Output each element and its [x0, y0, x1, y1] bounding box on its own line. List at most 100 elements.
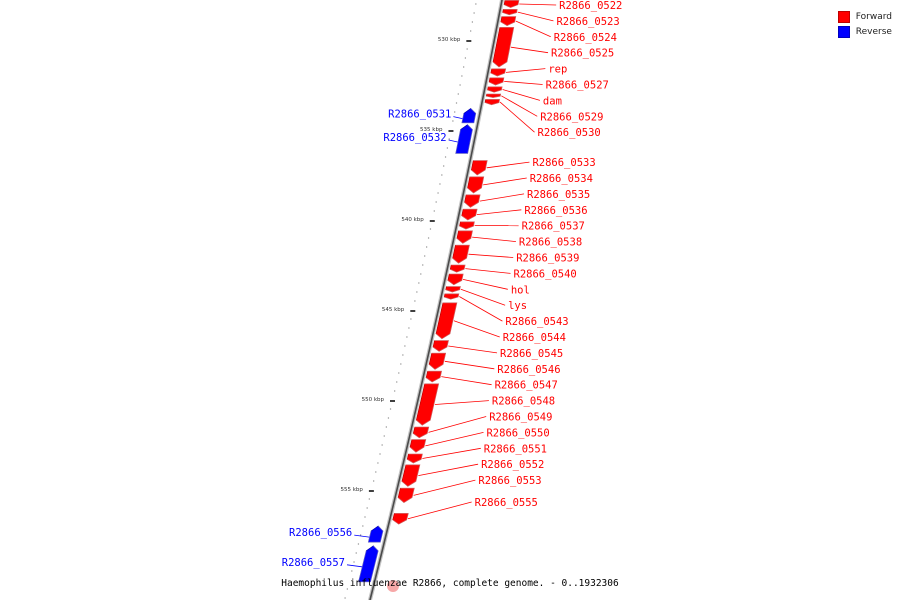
gene-feature[interactable]	[401, 464, 421, 487]
gene-arrow[interactable]	[455, 124, 473, 154]
gene-label[interactable]: R2866_0549	[489, 412, 552, 424]
gene-feature[interactable]	[502, 8, 518, 16]
gene-label[interactable]: R2866_0556	[289, 527, 352, 539]
gene-arrow[interactable]	[487, 86, 503, 93]
gene-label[interactable]: R2866_0535	[527, 189, 590, 201]
gene-arrow[interactable]	[461, 108, 477, 124]
gene-feature[interactable]	[464, 194, 481, 208]
gene-feature[interactable]	[456, 230, 473, 244]
gene-feature[interactable]	[452, 244, 470, 264]
gene-arrow[interactable]	[449, 264, 466, 273]
gene-arrow[interactable]	[459, 221, 475, 230]
gene-label[interactable]: R2866_0543	[505, 316, 568, 328]
gene-label[interactable]: R2866_0537	[522, 221, 585, 233]
gene-arrow[interactable]	[502, 9, 518, 16]
gene-arrow[interactable]	[485, 93, 502, 98]
gene-label[interactable]: lys	[508, 300, 527, 312]
gene-feature[interactable]	[367, 525, 384, 543]
gene-arrow[interactable]	[461, 208, 478, 221]
gene-feature[interactable]	[447, 273, 464, 286]
gene-feature[interactable]	[492, 26, 515, 68]
gene-feature[interactable]	[415, 383, 440, 426]
gene-arrow[interactable]	[415, 383, 440, 426]
gene-arrow[interactable]	[392, 513, 409, 525]
gene-label[interactable]: R2866_0529	[540, 111, 603, 123]
gene-label[interactable]: R2866_0524	[554, 32, 617, 44]
gene-arrow[interactable]	[445, 286, 461, 293]
gene-feature[interactable]	[449, 264, 466, 273]
gene-label[interactable]: R2866_0531	[388, 109, 451, 121]
gene-arrow[interactable]	[409, 439, 427, 453]
gene-arrow[interactable]	[503, 0, 520, 8]
gene-arrow[interactable]	[412, 426, 430, 439]
gene-feature[interactable]	[443, 293, 460, 300]
gene-label[interactable]: R2866_0557	[282, 557, 345, 569]
gene-arrow[interactable]	[500, 16, 517, 26]
gene-feature[interactable]	[490, 68, 507, 77]
gene-feature[interactable]	[357, 545, 379, 583]
gene-label-layer[interactable]: R2866_0522 R2866_0523 R2866_0524 R2866_0525…	[282, 0, 623, 569]
gene-arrow[interactable]	[464, 194, 481, 208]
gene-feature[interactable]	[432, 340, 450, 352]
gene-feature[interactable]	[435, 302, 458, 340]
gene-feature[interactable]	[461, 108, 477, 124]
gene-label[interactable]: R2866_0527	[546, 80, 609, 92]
gene-feature[interactable]	[467, 176, 485, 194]
gene-feature[interactable]	[445, 286, 461, 293]
gene-label[interactable]: R2866_0536	[524, 205, 587, 217]
gene-feature[interactable]	[459, 221, 475, 230]
gene-feature[interactable]	[428, 352, 447, 370]
gene-feature-layer[interactable]	[357, 0, 520, 592]
gene-label[interactable]: R2866_0546	[497, 364, 560, 376]
gene-feature[interactable]	[500, 16, 517, 27]
gene-feature[interactable]	[406, 453, 423, 464]
gene-arrow[interactable]	[443, 293, 460, 300]
gene-label[interactable]: R2866_0545	[500, 348, 563, 360]
gene-arrow[interactable]	[425, 370, 442, 383]
gene-label[interactable]: R2866_0540	[514, 268, 577, 280]
gene-label[interactable]: dam	[543, 95, 562, 107]
gene-arrow[interactable]	[492, 27, 515, 68]
gene-label[interactable]: R2866_0533	[532, 157, 595, 169]
gene-arrow[interactable]	[456, 230, 473, 244]
gene-arrow[interactable]	[484, 99, 500, 106]
gene-label[interactable]: R2866_0551	[484, 443, 547, 455]
gene-label[interactable]: R2866_0538	[519, 237, 582, 249]
gene-arrow[interactable]	[406, 453, 423, 464]
gene-feature[interactable]	[485, 93, 502, 99]
gene-label[interactable]: R2866_0553	[478, 475, 541, 487]
gene-arrow[interactable]	[435, 302, 458, 340]
gene-arrow[interactable]	[488, 77, 505, 86]
gene-label[interactable]: R2866_0555	[475, 497, 538, 509]
gene-label[interactable]: R2866_0548	[492, 396, 555, 408]
gene-feature[interactable]	[470, 160, 488, 176]
gene-feature[interactable]	[392, 513, 409, 525]
gene-arrow[interactable]	[397, 487, 415, 503]
gene-feature[interactable]	[461, 208, 478, 221]
gene-feature[interactable]	[455, 124, 473, 154]
gene-arrow[interactable]	[470, 160, 488, 176]
gene-label[interactable]: R2866_0530	[538, 127, 601, 139]
gene-label[interactable]: R2866_0547	[495, 380, 558, 392]
gene-feature[interactable]	[412, 426, 430, 439]
gene-label[interactable]: rep	[548, 64, 567, 76]
gene-label[interactable]: R2866_0525	[551, 48, 614, 60]
gene-feature[interactable]	[484, 99, 501, 106]
gene-feature[interactable]	[409, 439, 427, 453]
gene-feature[interactable]	[487, 86, 503, 93]
gene-arrow[interactable]	[467, 176, 485, 194]
gene-feature[interactable]	[397, 487, 415, 504]
gene-arrow[interactable]	[358, 545, 379, 583]
gene-label[interactable]: R2866_0539	[516, 253, 579, 265]
gene-label[interactable]: R2866_0544	[503, 332, 566, 344]
gene-arrow[interactable]	[367, 525, 384, 543]
gene-label[interactable]: R2866_0550	[486, 427, 549, 439]
gene-arrow[interactable]	[447, 273, 464, 286]
gene-label[interactable]: hol	[511, 284, 530, 296]
gene-label[interactable]: R2866_0534	[530, 173, 593, 185]
gene-feature[interactable]	[503, 0, 520, 9]
gene-feature[interactable]	[425, 370, 443, 383]
gene-label[interactable]: R2866_0552	[481, 459, 544, 471]
gene-label[interactable]: R2866_0523	[556, 16, 619, 28]
